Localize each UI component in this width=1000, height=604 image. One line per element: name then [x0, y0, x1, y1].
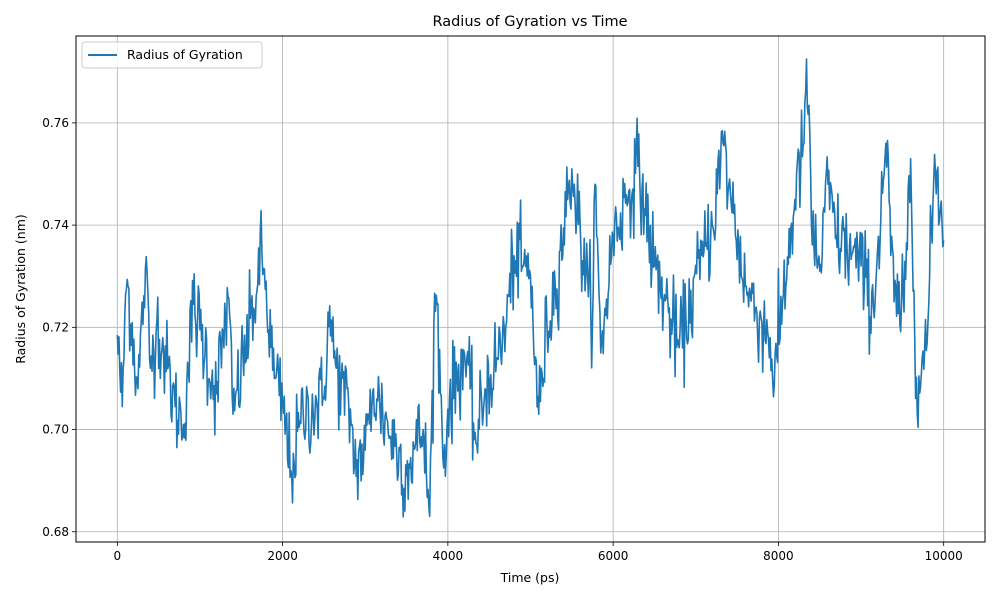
- legend-box: [81, 41, 263, 69]
- legend: Radius of Gyration: [81, 41, 263, 69]
- x-tick-label: 10000: [925, 549, 963, 563]
- chart-title: Radius of Gyration vs Time: [432, 14, 627, 30]
- y-tick-label: 0.72: [42, 320, 69, 334]
- x-tick-label: 0: [113, 549, 121, 563]
- legend-label: Radius of Gyration: [127, 47, 243, 62]
- x-tick-label: 4000: [433, 549, 464, 563]
- y-tick-label: 0.74: [42, 218, 69, 232]
- y-axis-label: Radius of Gyration (nm): [13, 214, 28, 364]
- x-tick-label: 2000: [267, 549, 298, 563]
- series-layer: [116, 58, 945, 518]
- y-tick-label: 0.70: [42, 423, 69, 437]
- y-tick-label: 0.76: [42, 116, 69, 130]
- plot-frame: [75, 35, 986, 543]
- axis-ticks: 0 2000 4000 6000 8000 10000 0.68 0.70 0.72 0.74 0.…: [42, 116, 962, 563]
- y-tick-label: 0.68: [42, 525, 69, 539]
- x-tick-label: 8000: [763, 549, 794, 563]
- series-line-radius-of-gyration: [116, 58, 945, 518]
- x-axis-label: Time (ps): [500, 570, 560, 585]
- x-tick-label: 6000: [598, 549, 629, 563]
